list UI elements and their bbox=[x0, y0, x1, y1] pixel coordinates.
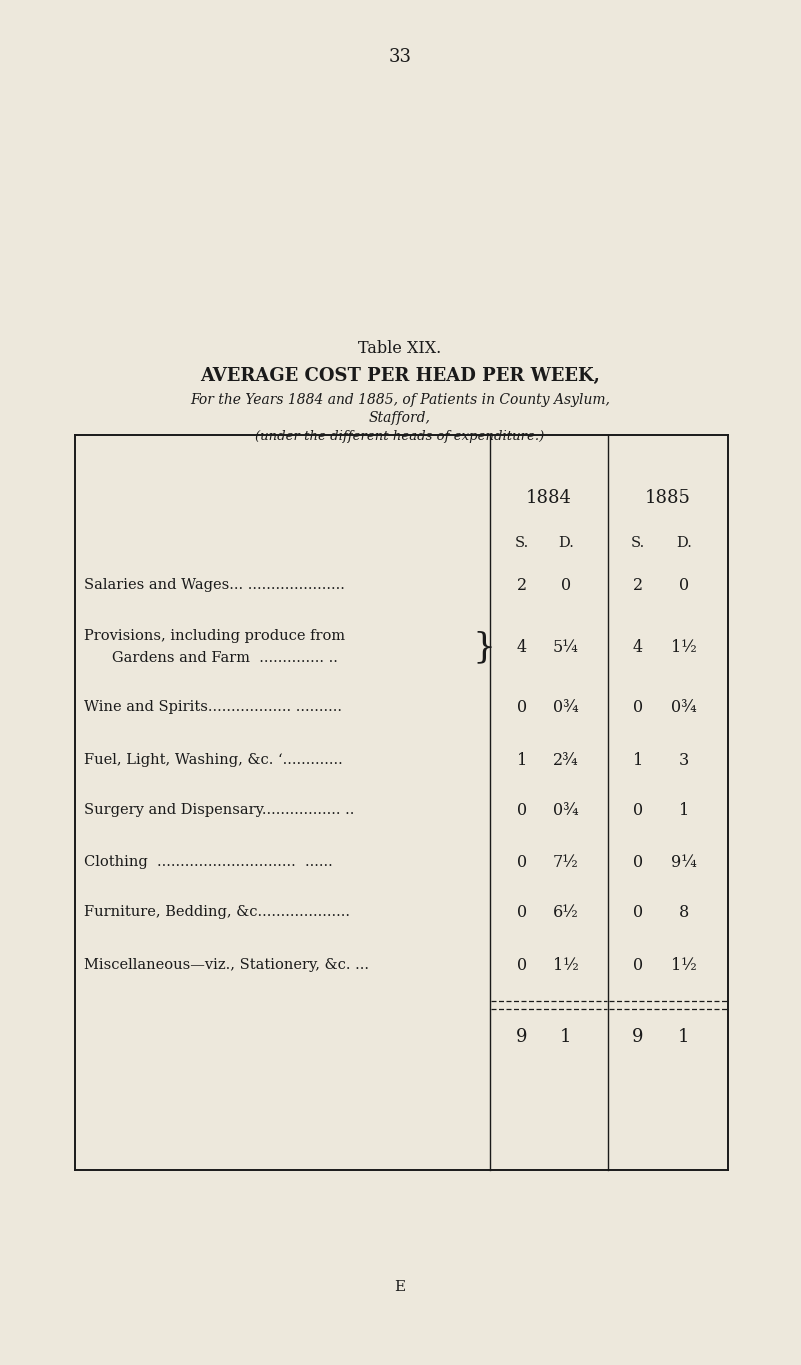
Text: 2¾: 2¾ bbox=[553, 752, 579, 768]
Text: 1885: 1885 bbox=[645, 489, 691, 506]
Text: AVERAGE COST PER HEAD PER WEEK,: AVERAGE COST PER HEAD PER WEEK, bbox=[200, 367, 600, 385]
Text: 1: 1 bbox=[633, 752, 643, 768]
Text: 6½: 6½ bbox=[553, 904, 579, 920]
Text: 0: 0 bbox=[517, 853, 527, 871]
Text: }: } bbox=[473, 631, 496, 663]
Text: 0: 0 bbox=[633, 957, 643, 973]
Text: 1½: 1½ bbox=[671, 639, 697, 655]
Text: 1: 1 bbox=[678, 1028, 690, 1046]
Text: 8: 8 bbox=[679, 904, 689, 920]
Text: 0: 0 bbox=[517, 957, 527, 973]
Text: 0: 0 bbox=[633, 904, 643, 920]
Text: 9: 9 bbox=[632, 1028, 644, 1046]
Text: 0: 0 bbox=[633, 801, 643, 819]
Text: Salaries and Wages... .....................: Salaries and Wages... ..................… bbox=[84, 577, 345, 592]
Text: E: E bbox=[394, 1280, 405, 1294]
Text: 1½: 1½ bbox=[671, 957, 697, 973]
Text: Wine and Spirits.................. ..........: Wine and Spirits.................. .....… bbox=[84, 700, 342, 714]
Text: 7½: 7½ bbox=[553, 853, 579, 871]
Text: 1½: 1½ bbox=[553, 957, 579, 973]
Text: Surgery and Dispensary................. ..: Surgery and Dispensary................. … bbox=[84, 803, 354, 818]
Text: Gardens and Farm  .............. ..: Gardens and Farm .............. .. bbox=[98, 651, 338, 665]
Text: 1884: 1884 bbox=[526, 489, 572, 506]
Text: 0¾: 0¾ bbox=[553, 699, 579, 715]
Text: Stafford,: Stafford, bbox=[369, 411, 431, 425]
Text: 1: 1 bbox=[679, 801, 689, 819]
Text: Provisions, including produce from: Provisions, including produce from bbox=[84, 629, 345, 643]
Text: 0¾: 0¾ bbox=[671, 699, 697, 715]
Text: 9¼: 9¼ bbox=[671, 853, 697, 871]
Text: 1: 1 bbox=[560, 1028, 572, 1046]
Text: D.: D. bbox=[558, 536, 574, 550]
Text: 0: 0 bbox=[679, 576, 689, 594]
Text: Furniture, Bedding, &c....................: Furniture, Bedding, &c..................… bbox=[84, 905, 350, 919]
Text: 0: 0 bbox=[517, 801, 527, 819]
Text: 1: 1 bbox=[517, 752, 527, 768]
Text: 0: 0 bbox=[517, 904, 527, 920]
Text: 5¼: 5¼ bbox=[553, 639, 579, 655]
Text: 0: 0 bbox=[633, 699, 643, 715]
Text: 0: 0 bbox=[517, 699, 527, 715]
Text: Table XIX.: Table XIX. bbox=[358, 340, 441, 356]
Text: 9: 9 bbox=[517, 1028, 528, 1046]
Text: S.: S. bbox=[515, 536, 529, 550]
Text: (under the different heads of expenditure.): (under the different heads of expenditur… bbox=[256, 430, 545, 442]
Text: Clothing  ..............................  ......: Clothing .............................. … bbox=[84, 854, 332, 870]
Text: Fuel, Light, Washing, &c. ‘.............: Fuel, Light, Washing, &c. ‘............. bbox=[84, 753, 343, 767]
Text: 2: 2 bbox=[517, 576, 527, 594]
Text: Miscellaneous—viz., Stationery, &c. ...: Miscellaneous—viz., Stationery, &c. ... bbox=[84, 958, 369, 972]
Text: 4: 4 bbox=[633, 639, 643, 655]
Text: For the Years 1884 and 1885, of Patients in County Asylum,: For the Years 1884 and 1885, of Patients… bbox=[190, 393, 610, 407]
Text: 0¾: 0¾ bbox=[553, 801, 579, 819]
Text: 0: 0 bbox=[561, 576, 571, 594]
Text: 0: 0 bbox=[633, 853, 643, 871]
Text: 3: 3 bbox=[679, 752, 689, 768]
Text: 33: 33 bbox=[388, 48, 412, 66]
Text: 4: 4 bbox=[517, 639, 527, 655]
Text: D.: D. bbox=[676, 536, 692, 550]
Text: 2: 2 bbox=[633, 576, 643, 594]
Text: S.: S. bbox=[631, 536, 645, 550]
